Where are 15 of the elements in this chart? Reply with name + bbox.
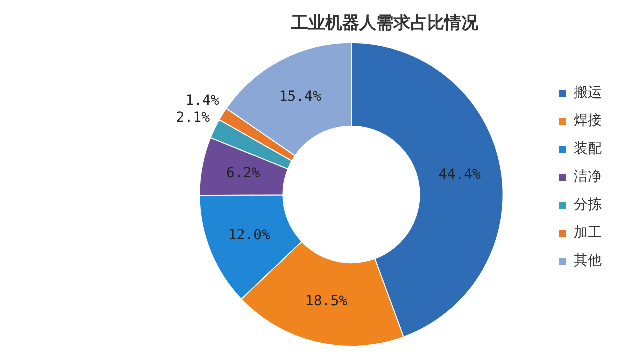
legend-label: 加工	[574, 225, 602, 242]
chart-title: 工业机器人需求占比情况	[290, 14, 480, 34]
data-label: 12.0%	[228, 227, 272, 244]
data-label: 2.1%	[176, 110, 211, 126]
legend-label: 其他	[574, 253, 602, 270]
legend-label: 搬运	[574, 85, 602, 102]
legend-label: 焊接	[574, 113, 602, 130]
legend-label: 洁净	[574, 169, 602, 186]
data-label: 18.5%	[305, 294, 348, 310]
data-label: 15.4%	[279, 88, 322, 105]
data-label: 1.4%	[186, 93, 220, 110]
legend-label: 分拣	[574, 197, 602, 214]
legend-label: 装配	[574, 141, 602, 158]
data-label: 44.4%	[438, 167, 482, 184]
data-label: 6.2%	[226, 166, 261, 182]
